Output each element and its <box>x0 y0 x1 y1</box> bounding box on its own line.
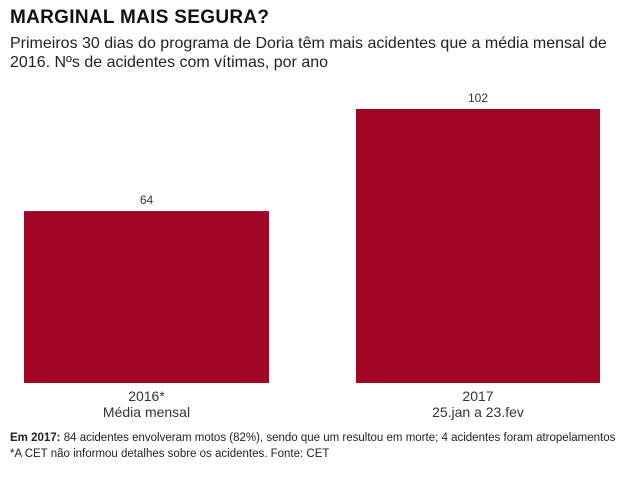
category-sublabel-0: Média mensal <box>103 404 190 420</box>
chart-subtitle: Primeiros 30 dias do programa de Doria t… <box>10 35 607 71</box>
footnote-note-text: 84 acidentes envolveram motos (82%), sen… <box>60 432 616 444</box>
category-sublabel-1: 25.jan a 23.fev <box>432 404 524 420</box>
bar-1 <box>356 109 600 383</box>
bar-value-label-1: 102 <box>468 91 488 105</box>
category-label-0: 2016* <box>128 388 165 404</box>
chart-title: MARGINAL MAIS SEGURA? <box>10 7 270 28</box>
bar-0 <box>24 211 269 383</box>
bar-value-label-0: 64 <box>140 193 154 207</box>
footnote-note-bold: Em 2017: <box>10 432 61 444</box>
footnote-note: Em 2017: 84 acidentes envolveram motos (… <box>10 431 615 446</box>
footnote-source: *A CET não informou detalhes sobre os ac… <box>10 448 330 460</box>
category-label-1: 2017 <box>462 388 493 404</box>
